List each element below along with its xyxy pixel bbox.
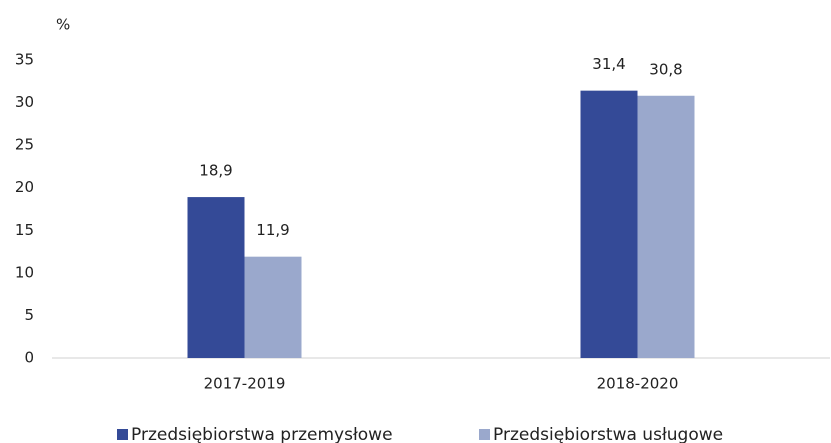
y-tick-label: 10 xyxy=(15,263,34,281)
data-label: 11,9 xyxy=(256,221,289,239)
y-tick-label: 0 xyxy=(24,349,34,367)
legend-label: Przedsiębiorstwa przemysłowe xyxy=(131,425,393,443)
x-tick-label: 2018-2020 xyxy=(597,375,679,393)
y-tick-label: 15 xyxy=(15,221,34,239)
data-label: 30,8 xyxy=(649,60,682,78)
y-tick-label: 30 xyxy=(15,93,34,111)
x-tick-label: 2017-2019 xyxy=(204,375,286,393)
y-axis-label: % xyxy=(56,16,70,34)
bar xyxy=(637,95,695,358)
y-tick-label: 35 xyxy=(15,51,34,69)
y-tick-label: 20 xyxy=(15,178,34,196)
bar xyxy=(244,256,302,358)
y-tick-label: 25 xyxy=(15,136,34,154)
data-label: 31,4 xyxy=(592,55,625,73)
y-tick-label: 5 xyxy=(24,306,34,324)
data-label: 18,9 xyxy=(199,162,232,180)
bar xyxy=(580,90,638,358)
legend-label: Przedsiębiorstwa usługowe xyxy=(493,425,723,443)
legend-swatch xyxy=(117,429,128,440)
legend-swatch xyxy=(479,429,490,440)
bar xyxy=(187,197,245,358)
